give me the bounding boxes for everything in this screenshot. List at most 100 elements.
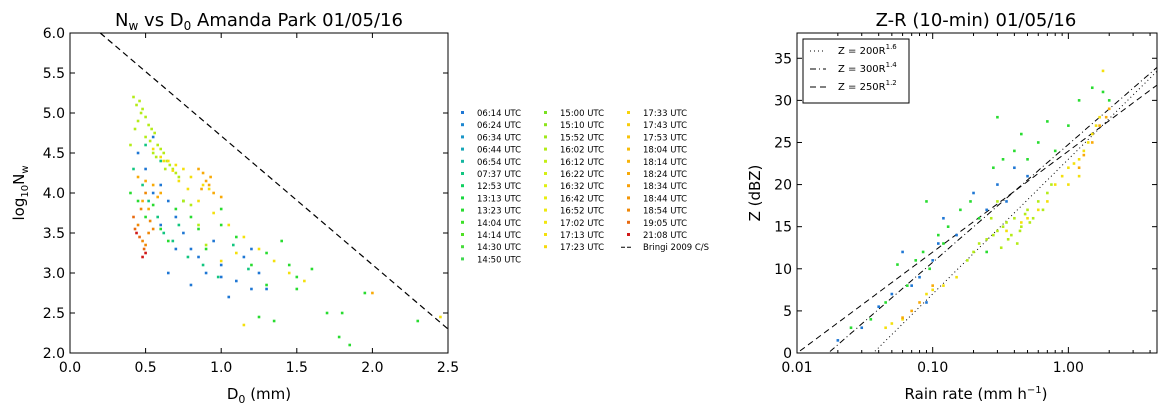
right-data-point <box>910 284 913 287</box>
right-data-point <box>869 318 873 321</box>
left-data-point <box>174 163 178 167</box>
right-data-point <box>1082 149 1086 153</box>
right-xtick-label: 0.01 <box>781 360 812 376</box>
left-data-point <box>348 343 352 347</box>
legend-label: 14:50 UTC <box>477 255 521 265</box>
right-data-point <box>966 259 969 262</box>
right-data-point <box>942 216 945 220</box>
left-data-point <box>141 239 144 243</box>
right-data-point <box>890 322 894 325</box>
right-data-point <box>918 301 921 304</box>
legend-label: 21:08 UTC <box>643 231 687 241</box>
right-xtick-label: 1.00 <box>1053 360 1084 376</box>
left-data-point <box>295 287 299 291</box>
left-data-point <box>219 263 223 267</box>
legend-label: 19:05 UTC <box>643 219 687 229</box>
legend-label: 17:02 UTC <box>560 219 604 229</box>
right-data-point <box>959 208 962 212</box>
right-data-point <box>1020 225 1023 228</box>
left-data-point <box>280 239 283 243</box>
legend-label: Bringi 2009 C/S <box>643 243 709 253</box>
right-data-point <box>1094 124 1098 127</box>
legend-label: 06:54 UTC <box>477 158 521 168</box>
right-data-point <box>1072 162 1076 165</box>
left-data-point <box>371 291 374 295</box>
left-ytick-label: 2.5 <box>43 306 65 322</box>
right-data-point <box>836 339 840 342</box>
left-data-point <box>151 151 155 155</box>
right-data-point <box>1013 166 1016 170</box>
right-data-point <box>1036 141 1040 144</box>
legend-label: 13:23 UTC <box>477 207 521 217</box>
left-data-point <box>265 283 268 287</box>
left-data-point <box>182 231 185 235</box>
right-data-point <box>985 238 988 241</box>
left-data-point <box>132 95 135 99</box>
right-data-point <box>1107 107 1111 111</box>
zr-line-dotted <box>874 70 1158 352</box>
right-ytick-label: 25 <box>774 135 792 151</box>
right-data-point <box>1090 141 1094 144</box>
right-data-point <box>1077 166 1081 170</box>
left-data-point <box>162 231 166 235</box>
left-data-point <box>189 247 193 251</box>
left-data-point <box>247 267 250 271</box>
left-data-point <box>189 215 193 219</box>
right-data-point <box>1005 221 1008 224</box>
right-data-point <box>1005 229 1008 233</box>
left-data-point <box>189 203 193 207</box>
right-data-point <box>996 229 999 233</box>
left-plot-area <box>69 32 449 354</box>
left-data-point <box>147 231 150 235</box>
left-data-point <box>159 155 163 159</box>
left-data-point <box>144 251 147 255</box>
left-xtick-label: 0.0 <box>59 360 81 376</box>
left-data-point <box>303 279 306 283</box>
left-data-point <box>133 227 137 231</box>
right-data-point <box>1046 191 1049 195</box>
right-xtick-label: 0.10 <box>917 360 948 376</box>
legend-swatch <box>544 233 547 236</box>
right-data-point <box>1031 216 1035 220</box>
left-data-point <box>363 291 367 295</box>
right-data-point <box>918 275 921 279</box>
right-legend-label: Z = 200R1.6 <box>838 43 897 57</box>
right-data-point <box>996 115 999 119</box>
legend-label: 18:54 UTC <box>643 207 687 217</box>
left-data-point <box>257 247 261 251</box>
left-data-point <box>171 167 175 171</box>
legend-swatch <box>627 220 630 224</box>
left-data-point <box>151 191 155 195</box>
right-data-point <box>955 275 958 279</box>
left-data-point <box>337 335 341 339</box>
left-data-point <box>219 259 223 263</box>
right-data-point <box>996 183 999 186</box>
right-data-point <box>925 301 928 304</box>
legend-swatch <box>461 147 464 151</box>
left-data-point <box>138 99 141 103</box>
bringi-reference-line <box>99 32 449 330</box>
right-chart-title: Z-R (10-min) 01/05/16 <box>876 10 1077 31</box>
left-data-point <box>166 159 170 163</box>
left-data-point <box>174 171 178 175</box>
left-data-point <box>171 169 175 172</box>
right-data-point <box>1020 221 1023 224</box>
left-xtick-label: 1.5 <box>286 360 308 376</box>
left-data-point <box>144 135 147 139</box>
right-data-point <box>1005 200 1008 203</box>
left-data-point <box>154 155 158 159</box>
left-xlabel: D0 (mm) <box>227 385 291 406</box>
left-data-point <box>171 239 175 243</box>
right-ytick-label: 35 <box>774 51 792 67</box>
left-data-point <box>197 227 200 231</box>
right-data-point <box>985 208 988 212</box>
right-data-point <box>901 316 904 319</box>
right-ytick-label: 5 <box>783 304 792 320</box>
legend-swatch <box>627 172 630 175</box>
left-ytick-label: 3.5 <box>43 226 65 242</box>
legend-label: 15:00 UTC <box>560 109 604 119</box>
right-data-point <box>1036 208 1040 212</box>
right-data-point <box>921 250 925 254</box>
right-ylabel: Z (dBZ) <box>746 165 764 222</box>
legend-label: 18:24 UTC <box>643 170 687 180</box>
